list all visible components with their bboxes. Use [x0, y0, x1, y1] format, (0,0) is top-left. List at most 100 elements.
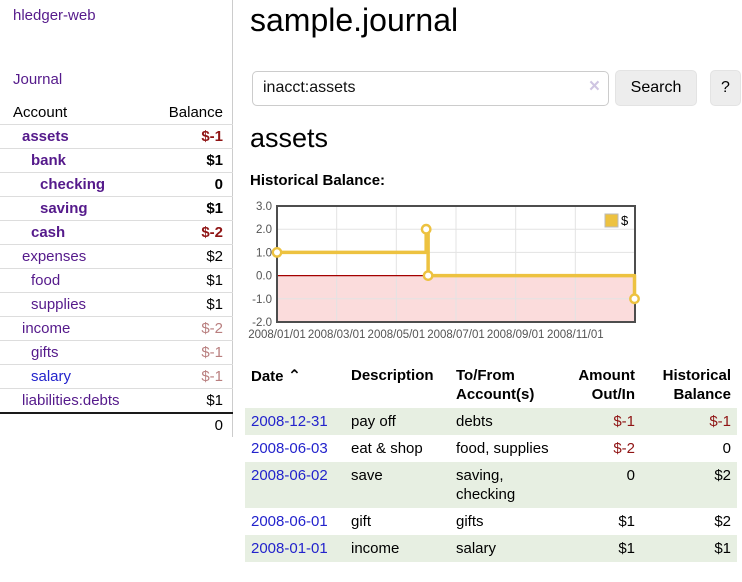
transaction-row: 2008-06-03 eat & shop food, supplies $-2… [245, 435, 737, 462]
transaction-accounts: food, supplies [456, 440, 549, 457]
account-link-expenses[interactable]: expenses [22, 248, 87, 265]
account-link-gifts[interactable]: gifts [31, 344, 59, 361]
account-row: income $-2 [0, 316, 233, 341]
search-input-wrap: × [252, 70, 609, 106]
transaction-amount: $-2 [613, 440, 635, 457]
transaction-description: pay off [351, 413, 396, 430]
svg-text:2.0: 2.0 [256, 224, 272, 236]
chart-svg: $2008/01/01 2008/03/01 2008/05/01 2008/07/0… [248, 201, 640, 341]
transaction-amount: $1 [618, 513, 635, 530]
account-link-salary[interactable]: salary [31, 368, 72, 385]
transaction-accounts: saving, checking [456, 467, 516, 503]
svg-text:$: $ [621, 213, 629, 228]
account-row: supplies $1 [0, 292, 233, 317]
transaction-date-link[interactable]: 2008-12-31 [251, 413, 328, 430]
transaction-description: eat & shop [351, 440, 423, 457]
account-balance: $2 [206, 248, 223, 265]
transaction-balance: $2 [714, 513, 731, 530]
transaction-amount: $-1 [613, 413, 635, 430]
account-balance: $1 [206, 392, 223, 409]
account-balance: $-2 [201, 224, 223, 241]
transaction-date-link[interactable]: 2008-06-02 [251, 467, 328, 484]
transaction-balance: $-1 [709, 413, 731, 430]
transaction-row: 2008-06-01 gift gifts $1 $2 [245, 508, 737, 535]
sidebar-item-journal[interactable]: Journal [13, 71, 63, 88]
transaction-accounts: salary [456, 540, 497, 557]
transaction-row: 2008-06-02 save saving, checking 0 $2 [245, 462, 737, 508]
account-balance: $-1 [201, 368, 223, 385]
page-title: sample.journal [250, 2, 459, 38]
transaction-row: 2008-01-01 income salary $1 $1 [245, 535, 737, 562]
account-link-food[interactable]: food [31, 272, 61, 289]
account-link-checking[interactable]: checking [40, 176, 106, 193]
transaction-balance: $1 [714, 540, 731, 557]
transaction-accounts: gifts [456, 513, 484, 530]
register-header-row: Date ⌃ Description To/From Account(s) Am… [245, 362, 737, 408]
account-row: salary $-1 [0, 364, 233, 389]
account-balance: 0 [214, 176, 223, 193]
transaction-date-link[interactable]: 2008-01-01 [251, 540, 328, 557]
account-heading: assets [250, 123, 329, 153]
chart-title: Historical Balance: [250, 172, 386, 189]
transaction-balance: 0 [722, 440, 731, 457]
account-link-bank[interactable]: bank [31, 152, 67, 169]
account-row: food $1 [0, 268, 233, 293]
transaction-amount: 0 [626, 467, 635, 484]
transaction-date-link[interactable]: 2008-06-03 [251, 440, 328, 457]
column-header-date[interactable]: Date ⌃ [251, 366, 302, 385]
account-total-row: 0 [0, 413, 233, 437]
account-link-assets[interactable]: assets [22, 128, 69, 145]
account-total-balance: 0 [214, 417, 223, 434]
search-input[interactable] [252, 70, 609, 106]
transaction-date-link[interactable]: 2008-06-01 [251, 513, 328, 530]
register-table: Date ⌃ Description To/From Account(s) Am… [245, 362, 737, 562]
account-row: liabilities:debts $1 [0, 388, 233, 414]
account-balance: $-2 [201, 320, 223, 337]
account-row: assets $-1 [0, 124, 233, 149]
svg-text:3.0: 3.0 [256, 201, 272, 213]
brand-link[interactable]: hledger-web [13, 7, 96, 24]
clear-search-icon[interactable]: × [588, 75, 600, 97]
account-row: cash $-2 [0, 220, 233, 245]
account-row: saving $1 [0, 196, 233, 221]
account-balance-table: Account Balance assets $-1 bank $1 check… [0, 101, 233, 437]
account-balance: $1 [206, 152, 223, 169]
svg-text:2008/03/01: 2008/03/01 [308, 329, 366, 341]
svg-text:2008/11/01: 2008/11/01 [547, 329, 604, 341]
column-header-amount: Amount Out/In [578, 367, 635, 403]
svg-text:2008/09/01: 2008/09/01 [487, 329, 545, 341]
svg-text:2008/07/01: 2008/07/01 [427, 329, 485, 341]
account-link-saving[interactable]: saving [40, 200, 88, 217]
svg-text:0.0: 0.0 [256, 271, 272, 283]
account-balance: $1 [206, 296, 223, 313]
help-button[interactable]: ? [710, 70, 741, 106]
account-row: gifts $-1 [0, 340, 233, 365]
transaction-row: 2008-12-31 pay off debts $-1 $-1 [245, 408, 737, 435]
account-balance: $-1 [201, 344, 223, 361]
svg-text:2008/05/01: 2008/05/01 [368, 329, 426, 341]
account-row: expenses $2 [0, 244, 233, 269]
svg-text:-2.0: -2.0 [252, 317, 272, 329]
sidebar: hledger-web Journal Account Balance asse… [0, 0, 233, 437]
account-table-header: Account Balance [0, 101, 233, 125]
account-balance: $1 [206, 200, 223, 217]
account-link-cash[interactable]: cash [31, 224, 66, 241]
account-link-supplies[interactable]: supplies [31, 296, 87, 313]
transaction-accounts: debts [456, 413, 493, 430]
transaction-amount: $1 [618, 540, 635, 557]
svg-text:-1.0: -1.0 [252, 294, 272, 306]
column-header-accounts: To/From Account(s) [456, 367, 535, 403]
column-header-balance: Historical Balance [662, 367, 731, 403]
historical-balance-chart: $2008/01/01 2008/03/01 2008/05/01 2008/07/0… [248, 200, 742, 345]
account-column-header: Account [13, 104, 68, 121]
account-link-income[interactable]: income [22, 320, 71, 337]
transaction-description: gift [351, 513, 372, 530]
transaction-description: income [351, 540, 400, 557]
sort-asc-icon: ⌃ [287, 366, 302, 385]
account-balance: $-1 [201, 128, 223, 145]
account-balance: $1 [206, 272, 223, 289]
account-link-liabilities-debts[interactable]: liabilities:debts [22, 392, 120, 409]
svg-text:2008/01/01: 2008/01/01 [248, 329, 306, 341]
search-button[interactable]: Search [615, 70, 697, 106]
